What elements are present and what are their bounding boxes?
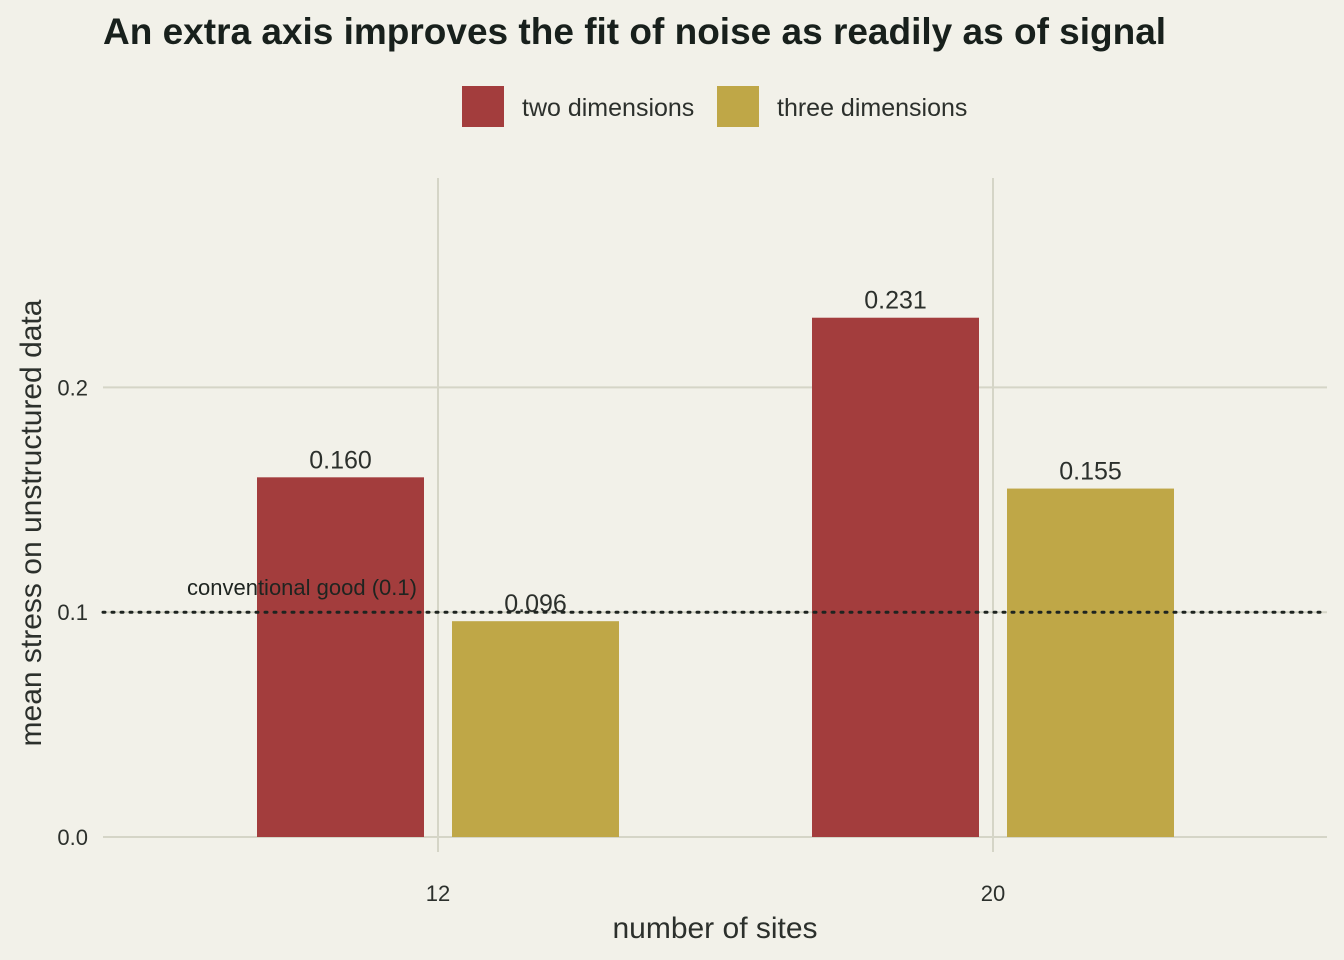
- y-axis-ticks: 0.0 0.1 0.2: [57, 375, 88, 850]
- legend-swatch: [717, 86, 759, 127]
- reference-line-group: conventional good (0.1): [101, 575, 1329, 614]
- bar-value-label: 0.096: [504, 590, 567, 618]
- x-tick-label: 20: [981, 881, 1005, 906]
- bar: [452, 621, 619, 837]
- bar-value-label: 0.231: [864, 287, 927, 315]
- bars: [257, 317, 1174, 837]
- legend-label: two dimensions: [522, 94, 694, 122]
- bar: [257, 477, 424, 837]
- x-axis-ticks: 12 20: [426, 881, 1005, 906]
- y-axis-title: mean stress on unstructured data: [15, 299, 48, 746]
- legend: two dimensions three dimensions: [462, 86, 967, 127]
- legend-label: three dimensions: [777, 94, 967, 122]
- y-tick-label: 0.1: [57, 600, 88, 625]
- bar-value-label: 0.155: [1059, 458, 1122, 486]
- x-axis-title: number of sites: [612, 912, 817, 945]
- y-tick-label: 0.2: [57, 375, 88, 400]
- legend-swatch: [462, 86, 504, 127]
- bar-value-label: 0.160: [309, 446, 372, 474]
- bar: [812, 317, 979, 837]
- reference-line-label: conventional good (0.1): [187, 575, 417, 600]
- chart-title: An extra axis improves the fit of noise …: [103, 11, 1166, 52]
- y-tick-label: 0.0: [57, 825, 88, 850]
- x-tick-label: 12: [426, 881, 450, 906]
- bar: [1007, 488, 1174, 837]
- bar-labels: 0.160 0.231 0.096 0.155: [309, 287, 1122, 618]
